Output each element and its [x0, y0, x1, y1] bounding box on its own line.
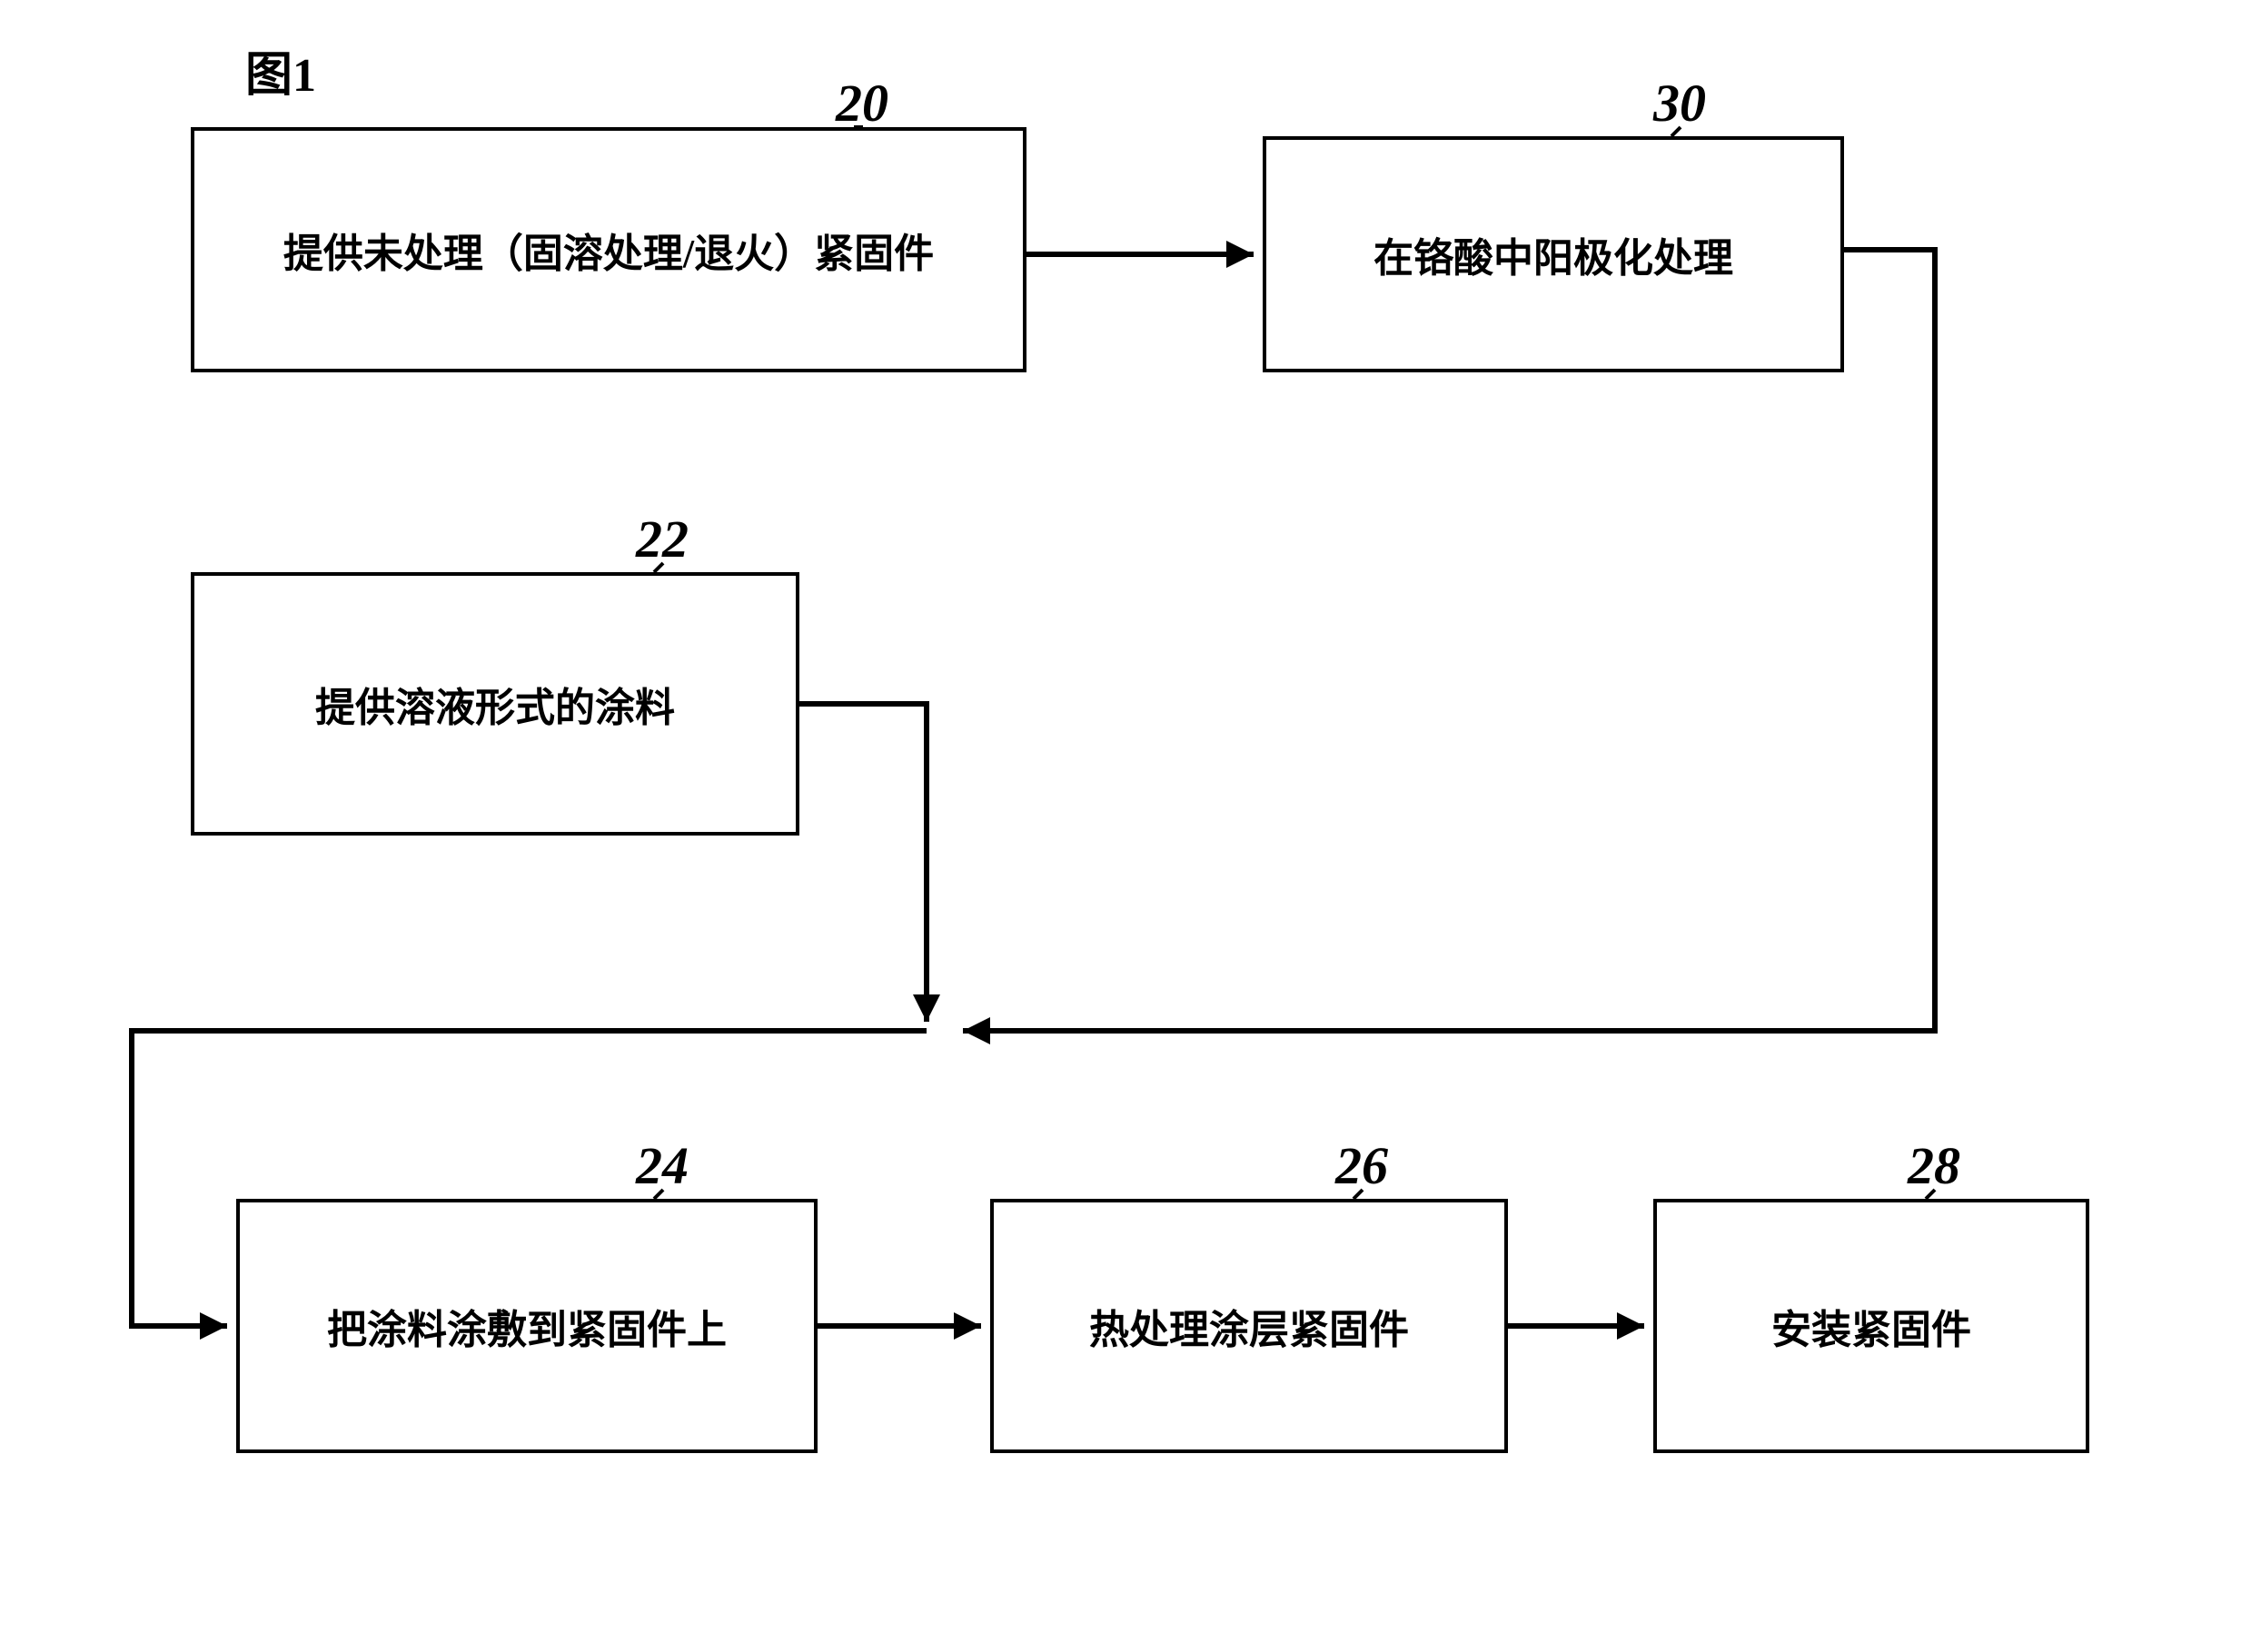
node-label-26: 26 — [1335, 1135, 1388, 1196]
node-text-26: 热处理涂层紧固件 — [1089, 1297, 1409, 1355]
node-text-28: 安装紧固件 — [1771, 1297, 1971, 1355]
figure-title: 图1 — [245, 36, 316, 104]
node-label-28: 28 — [1908, 1135, 1960, 1196]
node-text-20: 提供未处理（固溶处理/退火）紧固件 — [283, 221, 934, 279]
node-box-20: 提供未处理（固溶处理/退火）紧固件 — [191, 127, 1026, 372]
node-text-22: 提供溶液形式的涂料 — [315, 675, 675, 733]
flowchart-canvas: 图1 20 30 22 24 26 28 提供未处理（固溶处理/退火）紧固件 在… — [0, 0, 2261, 1652]
node-label-22: 22 — [636, 509, 689, 569]
node-text-24: 把涂料涂敷到紧固件上 — [327, 1297, 727, 1355]
node-label-30: 30 — [1653, 73, 1706, 134]
node-box-24: 把涂料涂敷到紧固件上 — [236, 1199, 818, 1453]
node-box-26: 热处理涂层紧固件 — [990, 1199, 1508, 1453]
node-label-20: 20 — [836, 73, 888, 134]
node-box-30: 在铬酸中阳极化处理 — [1263, 136, 1844, 372]
node-text-30: 在铬酸中阳极化处理 — [1373, 225, 1733, 283]
node-box-28: 安装紧固件 — [1653, 1199, 2089, 1453]
node-label-24: 24 — [636, 1135, 689, 1196]
node-box-22: 提供溶液形式的涂料 — [191, 572, 799, 836]
